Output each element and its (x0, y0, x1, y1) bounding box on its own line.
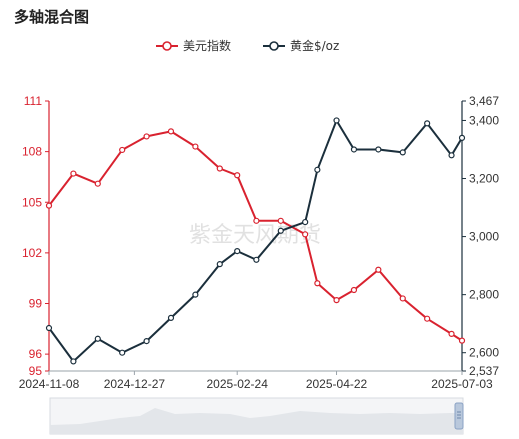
data-point[interactable] (302, 218, 309, 226)
data-point[interactable] (253, 256, 260, 263)
data-point[interactable] (192, 291, 199, 298)
data-point[interactable] (167, 314, 175, 321)
data-point[interactable] (350, 286, 358, 294)
left-tick-label: 105 (22, 195, 42, 209)
data-point[interactable] (448, 330, 455, 337)
left-axis-ticks: 95 96 99 102 105 108 111 (22, 94, 49, 378)
data-point[interactable] (234, 172, 241, 179)
data-point[interactable] (143, 337, 150, 345)
data-point[interactable] (424, 120, 431, 127)
data-point[interactable] (94, 180, 101, 187)
legend-item-gold[interactable]: 黄金$/oz (290, 38, 339, 53)
left-tick-label: 99 (29, 297, 43, 311)
data-point[interactable] (192, 143, 199, 150)
x-tick-label: 2024-11-08 (19, 377, 80, 391)
data-point[interactable] (375, 266, 382, 273)
x-tick-label: 2024-12-27 (104, 377, 166, 391)
data-point[interactable] (399, 149, 406, 156)
right-tick-label: 3,400 (469, 113, 499, 127)
data-zoom-slider[interactable] (49, 397, 464, 435)
data-point[interactable] (314, 166, 321, 173)
data-point[interactable] (45, 202, 53, 209)
data-point[interactable] (253, 217, 260, 224)
left-tick-label: 108 (22, 145, 42, 159)
x-axis-ticks: 2024-11-08 2024-12-27 2025-02-24 2025-04-22… (19, 371, 493, 391)
right-tick-label: 3,200 (469, 172, 499, 186)
data-point[interactable] (119, 146, 126, 154)
data-point[interactable] (119, 349, 126, 356)
data-point[interactable] (94, 335, 101, 342)
data-point[interactable] (375, 146, 382, 153)
data-point[interactable] (302, 231, 309, 238)
data-point[interactable] (424, 315, 431, 322)
data-point[interactable] (314, 280, 321, 287)
data-point[interactable] (167, 128, 175, 135)
data-point[interactable] (333, 117, 340, 124)
data-point[interactable] (448, 152, 455, 159)
data-point[interactable] (458, 337, 466, 344)
legend-item-dxy[interactable]: 美元指数 (183, 38, 231, 53)
x-tick-label: 2025-04-22 (306, 377, 368, 391)
data-point[interactable] (350, 146, 358, 153)
left-tick-label: 111 (24, 94, 43, 108)
data-point[interactable] (458, 134, 466, 141)
data-point[interactable] (143, 133, 150, 140)
series-line-1[interactable] (48, 119, 463, 363)
left-tick-label: 102 (22, 246, 42, 260)
legend[interactable]: 美元指数 黄金$/oz (156, 38, 339, 53)
data-point[interactable] (234, 247, 241, 255)
right-tick-label: 2,537 (469, 364, 499, 378)
data-point[interactable] (70, 170, 77, 177)
slider-handle[interactable] (454, 402, 464, 430)
data-point[interactable] (399, 295, 406, 302)
data-point[interactable] (45, 324, 53, 332)
right-tick-label: 2,800 (469, 288, 499, 302)
right-tick-label: 3,467 (469, 94, 499, 108)
data-point[interactable] (216, 165, 223, 172)
right-tick-label: 3,000 (469, 230, 499, 244)
right-tick-label: 2,600 (469, 346, 499, 360)
series-lines (45, 117, 466, 365)
x-tick-label: 2025-02-24 (207, 377, 269, 391)
data-point[interactable] (70, 358, 77, 365)
left-tick-label: 95 (29, 364, 43, 378)
series-line-0[interactable] (48, 130, 463, 342)
chart-title: 多轴混合图 (14, 8, 90, 26)
x-tick-label: 2025-07-03 (431, 377, 493, 391)
right-axis-ticks: 2,537 2,600 2,800 3,000 3,200 3,400 3,467 (462, 94, 499, 378)
data-point[interactable] (277, 217, 284, 224)
watermark: 紫金天风期货 (189, 223, 321, 248)
data-point[interactable] (216, 261, 223, 268)
data-point[interactable] (333, 297, 340, 304)
data-point[interactable] (277, 227, 284, 234)
left-tick-label: 96 (29, 347, 43, 361)
